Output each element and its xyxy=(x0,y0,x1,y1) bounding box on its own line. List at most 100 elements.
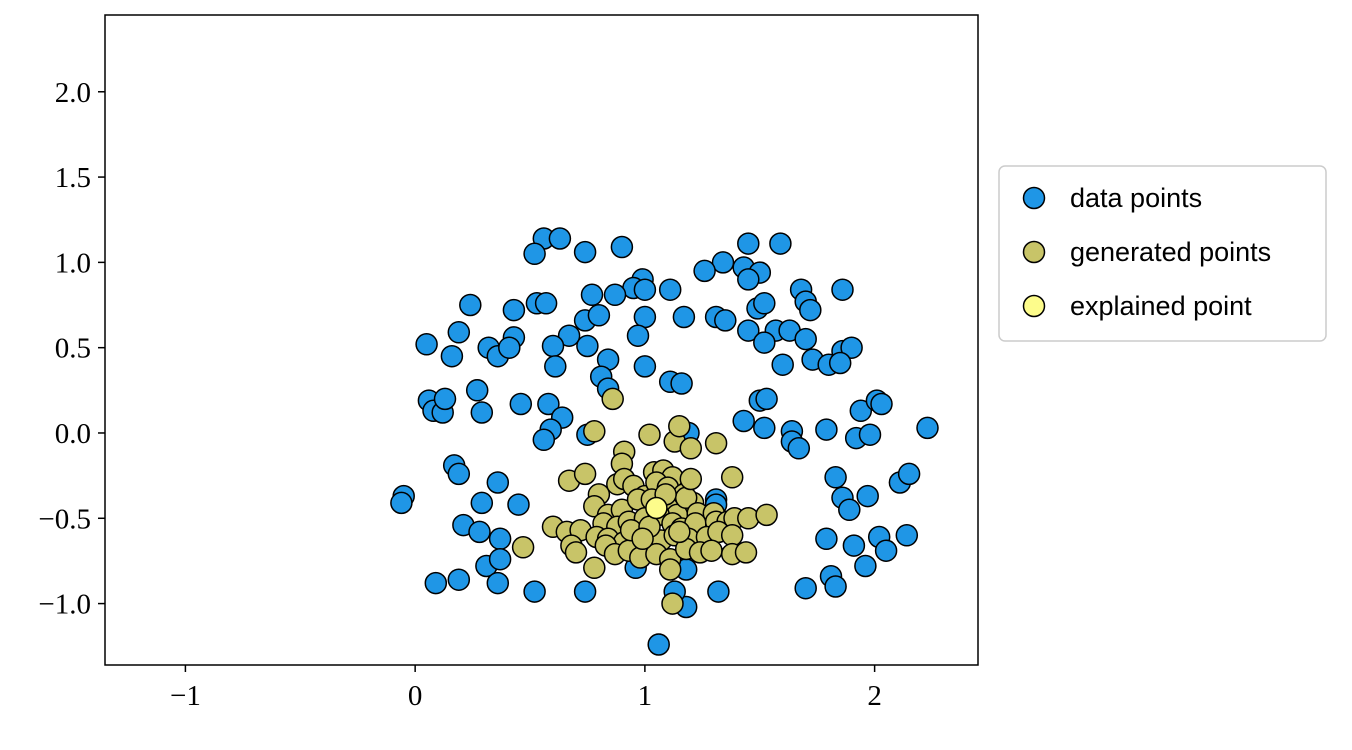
series-generated-points xyxy=(511,387,778,615)
data-point xyxy=(737,268,760,291)
data-point xyxy=(831,278,854,301)
data-point xyxy=(548,227,572,250)
data-point xyxy=(870,392,893,416)
data-point xyxy=(794,576,817,600)
data-point xyxy=(647,633,670,656)
x-tick-label: 1 xyxy=(638,680,653,712)
data-point xyxy=(734,541,758,564)
data-point xyxy=(858,423,882,446)
series-explained-point xyxy=(645,496,668,520)
data-point xyxy=(670,372,693,395)
data-point xyxy=(787,437,811,460)
data-point xyxy=(771,353,794,376)
data-point xyxy=(737,319,760,342)
data-point xyxy=(470,491,494,515)
data-point xyxy=(523,580,546,603)
x-tick-label: 0 xyxy=(408,680,423,712)
data-point xyxy=(672,305,696,329)
data-point xyxy=(668,414,691,438)
data-point xyxy=(897,462,921,486)
data-point xyxy=(498,336,521,359)
data-point xyxy=(679,437,703,460)
legend-marker xyxy=(1022,186,1046,210)
data-point xyxy=(679,467,703,491)
data-point xyxy=(668,520,691,544)
data-point xyxy=(633,305,657,329)
data-point xyxy=(737,507,760,530)
data-point xyxy=(838,498,861,522)
data-point xyxy=(523,242,546,266)
data-point xyxy=(815,527,838,551)
data-point xyxy=(603,283,627,307)
data-point xyxy=(459,293,482,317)
data-point xyxy=(486,571,510,595)
data-point xyxy=(645,496,668,520)
data-point xyxy=(488,527,512,551)
legend-label: data points xyxy=(1070,183,1202,213)
data-point xyxy=(433,387,457,411)
data-point xyxy=(465,379,489,402)
data-point xyxy=(583,556,606,580)
data-point xyxy=(856,484,879,508)
legend-marker xyxy=(1022,240,1046,264)
data-point xyxy=(573,580,597,603)
legend: data points generated points explained poi… xyxy=(998,165,1327,342)
data-point xyxy=(610,235,634,259)
data-point xyxy=(693,259,716,283)
y-tick-label: −0.5 xyxy=(38,503,91,535)
data-point xyxy=(753,416,776,440)
x-tick-label: 2 xyxy=(867,680,882,712)
data-point xyxy=(601,387,624,411)
data-point xyxy=(486,471,510,494)
data-point xyxy=(732,409,755,433)
data-point xyxy=(753,331,776,354)
legend-marker xyxy=(1022,294,1046,318)
data-point xyxy=(794,327,817,351)
data-point xyxy=(815,418,838,441)
data-point xyxy=(753,292,776,315)
data-point xyxy=(390,491,413,515)
data-point xyxy=(626,324,650,347)
data-point xyxy=(534,292,558,315)
legend-label: explained point xyxy=(1070,291,1252,321)
data-point xyxy=(447,321,471,344)
data-point xyxy=(849,399,873,423)
data-point xyxy=(631,527,654,551)
data-point xyxy=(737,232,760,255)
points-layer xyxy=(390,227,939,656)
data-point xyxy=(707,580,730,603)
data-point xyxy=(573,462,597,486)
data-point xyxy=(557,324,581,347)
data-point xyxy=(509,392,533,416)
plot-frame xyxy=(104,14,979,666)
data-point xyxy=(842,534,866,557)
data-point xyxy=(720,466,744,489)
x-tick-label: −1 xyxy=(170,680,201,712)
y-tick-label: 0.5 xyxy=(55,333,91,365)
data-point xyxy=(916,416,939,440)
data-point xyxy=(755,503,778,527)
data-point xyxy=(488,547,512,571)
data-point xyxy=(824,466,847,489)
data-point xyxy=(440,344,464,368)
legend-label: generated points xyxy=(1070,237,1271,267)
data-point xyxy=(580,283,604,307)
data-point xyxy=(447,568,471,591)
data-point xyxy=(468,520,491,544)
data-point xyxy=(470,401,494,424)
data-point xyxy=(633,355,657,378)
y-tick-label: 2.0 xyxy=(55,77,91,109)
data-point xyxy=(544,355,567,378)
data-point xyxy=(840,336,863,359)
y-tick-label: 1.0 xyxy=(55,247,91,279)
data-point xyxy=(658,278,682,301)
data-point xyxy=(415,333,438,356)
data-point xyxy=(537,392,560,416)
data-point xyxy=(424,571,448,595)
data-point xyxy=(700,539,723,562)
data-point xyxy=(658,558,682,581)
data-point xyxy=(583,420,606,443)
data-point xyxy=(755,387,778,411)
y-axis: −1.0 −0.5 0.0 0.5 1.0 1.5 2.0 xyxy=(38,77,105,621)
